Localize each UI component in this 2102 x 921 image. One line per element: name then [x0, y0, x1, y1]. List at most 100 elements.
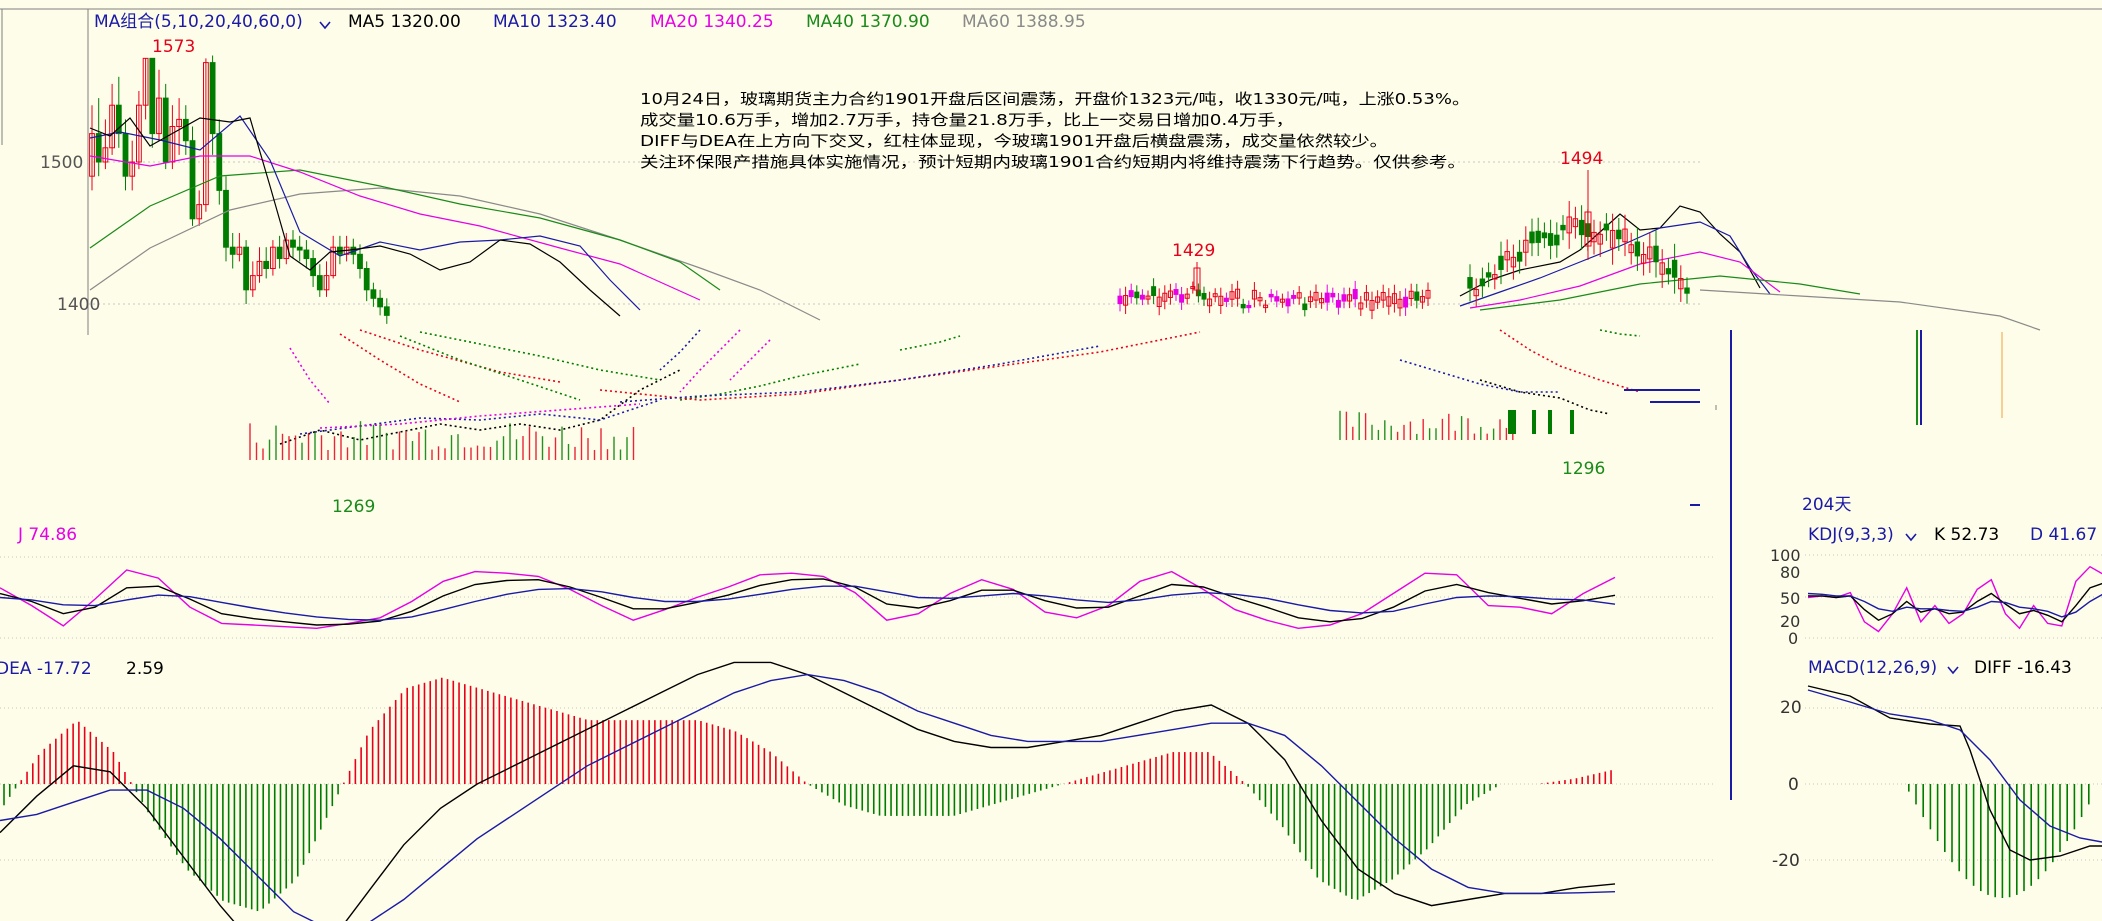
- kdj-mini-title[interactable]: KDJ(9,3,3): [1808, 525, 1894, 545]
- candle-body: [1358, 302, 1364, 310]
- candle-body: [1529, 231, 1535, 244]
- candle-body: [95, 133, 102, 163]
- candle-body: [1653, 245, 1659, 263]
- candle-body: [1628, 244, 1634, 254]
- candle-body: [1201, 292, 1207, 300]
- candle-body: [189, 140, 196, 220]
- candle-body: [370, 289, 377, 299]
- macd-mini-tick-20: 20: [1780, 698, 1802, 718]
- candle-body: [1184, 293, 1190, 299]
- ghost-stroke: [1499, 329, 1641, 393]
- macd-mini-pane: MACD(12,26,9) DIFF -16.43 20 0 -20: [1772, 658, 2102, 898]
- candle-body: [1212, 293, 1218, 298]
- candle-body: [1151, 286, 1157, 297]
- candle-body: [1523, 239, 1529, 253]
- candle-body: [1479, 278, 1486, 287]
- candle-body: [216, 133, 223, 191]
- annotation-line-2: 成交量10.6万手，增加2.7万手，持仓量21.8万手，比上一交易日增加0.4万…: [640, 111, 1294, 129]
- candle-body: [149, 57, 156, 135]
- candle-body: [1246, 304, 1252, 309]
- ghost-stroke: [659, 329, 701, 371]
- candle-body: [1285, 298, 1291, 307]
- candle-body: [363, 268, 370, 291]
- candle-body: [1554, 234, 1560, 246]
- candle-body: [1609, 229, 1616, 249]
- kdj-j-label: J 74.86: [17, 525, 77, 545]
- ghost-stroke: [599, 331, 1201, 401]
- mini-price-marks: [1624, 330, 2003, 506]
- volume-bar: [1548, 410, 1552, 434]
- kdj-k-line: [0, 578, 1616, 626]
- candle-body: [1375, 296, 1381, 303]
- ma-group-selector[interactable]: MA组合(5,10,20,40,60,0): [94, 12, 303, 32]
- candle-body: [156, 97, 162, 135]
- ma5-line: [89, 117, 621, 317]
- price-tick-1400: 1400: [57, 295, 100, 315]
- volume-bar: [1512, 410, 1516, 434]
- candle-body: [256, 260, 263, 277]
- ghost-stroke: [1479, 379, 1611, 415]
- candle-body: [1634, 241, 1641, 257]
- candle-body: [1291, 294, 1297, 299]
- candle-body: [1535, 230, 1541, 243]
- candle-body: [1616, 229, 1622, 240]
- macd-histogram: [3, 677, 1612, 912]
- candle-body: [1578, 219, 1585, 236]
- kdj-mini-tick-50: 50: [1780, 589, 1800, 608]
- kdj-mini-line: [1807, 592, 2102, 618]
- candle-body: [1391, 293, 1397, 305]
- candle-body: [162, 97, 169, 163]
- candle-body: [1167, 290, 1173, 298]
- candle-body: [203, 62, 209, 206]
- kdj-d-label: D 41.67: [2030, 525, 2097, 545]
- kdj-d-line: [0, 585, 1616, 621]
- candle-body: [102, 147, 109, 163]
- candle-body: [122, 133, 129, 177]
- candle-body: [209, 62, 216, 135]
- ghost-stroke: [679, 363, 861, 401]
- candle-body: [1425, 289, 1431, 299]
- chevron-down-icon[interactable]: [319, 21, 331, 30]
- candle-body: [196, 204, 203, 220]
- candle-body: [129, 161, 136, 177]
- candle-body: [1190, 286, 1196, 290]
- candle-body: [1622, 228, 1628, 243]
- candle-body: [1597, 233, 1603, 245]
- ma-right-green: [1479, 275, 1861, 311]
- candle-body: [1665, 268, 1672, 275]
- ghost-stroke: [399, 335, 581, 401]
- candle-body: [1117, 295, 1123, 305]
- candle-body: [263, 260, 270, 269]
- candle-body: [1179, 294, 1185, 303]
- candle-body: [1335, 299, 1341, 308]
- candle-body: [1504, 251, 1510, 261]
- candle-body: [323, 275, 330, 291]
- price-markers: 1573 1429 1494 1269 1296: [152, 37, 1605, 517]
- macd-mini-tick-neg20: -20: [1772, 851, 1800, 871]
- candle-body: [1659, 262, 1665, 275]
- candle-body: [1139, 294, 1145, 300]
- kdj-pane: J 74.86: [0, 525, 1715, 639]
- macd-pane: DEA -17.72 2.59: [0, 659, 1715, 921]
- candle-body: [1547, 233, 1554, 246]
- ghost-stroke: [1599, 329, 1641, 337]
- candle-body: [296, 246, 303, 251]
- kdj-j-line: [0, 569, 1616, 630]
- chevron-down-icon[interactable]: [1905, 533, 1917, 542]
- frame: [0, 8, 2102, 800]
- candle-body: [1123, 295, 1129, 306]
- candle-body: [1467, 277, 1473, 289]
- candle-body: [1414, 291, 1420, 301]
- macd-mini-title[interactable]: MACD(12,26,9): [1808, 658, 1937, 678]
- low-marker-1269: 1269: [332, 497, 375, 517]
- ma60-line: [89, 187, 821, 321]
- candle-body: [1274, 296, 1280, 302]
- candle-body: [1498, 255, 1504, 270]
- chevron-down-icon[interactable]: [1947, 666, 1959, 675]
- low-marker-1296: 1296: [1562, 459, 1605, 479]
- kdj-mini-tick-80: 80: [1780, 563, 1800, 582]
- candle-body: [249, 275, 256, 291]
- ghost-stroke: [899, 335, 961, 351]
